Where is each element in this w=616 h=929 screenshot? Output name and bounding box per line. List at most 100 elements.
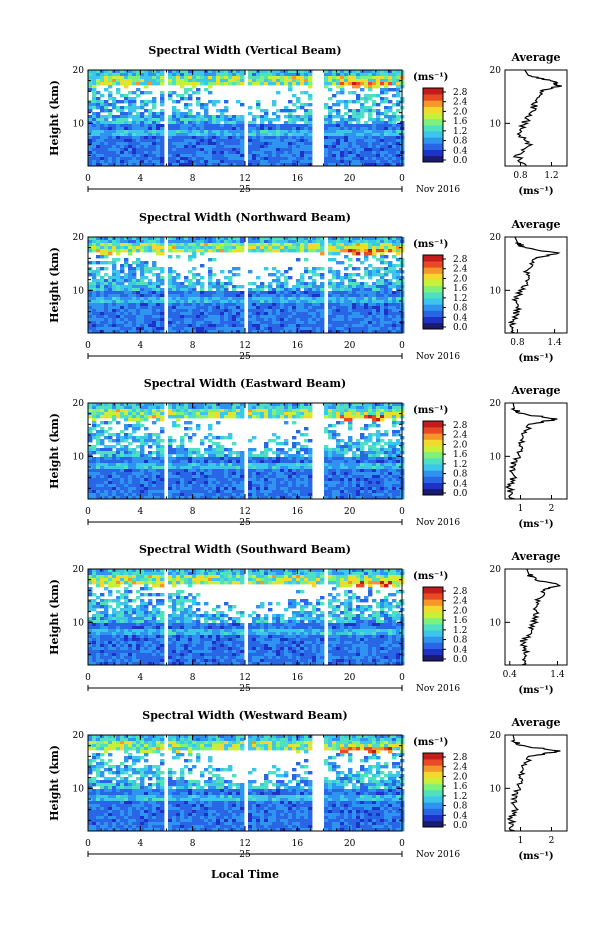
heatmap-cell: [384, 330, 389, 334]
heatmap-cell: [224, 142, 229, 146]
heatmap-cell: [296, 324, 301, 328]
colorbar-tick-label: 2.0: [453, 274, 468, 284]
heatmap-cell: [208, 118, 213, 122]
heatmap-cell: [128, 330, 133, 334]
heatmap-cell: [252, 76, 257, 80]
heatmap-cell: [128, 318, 133, 322]
heatmap-cell: [380, 312, 385, 316]
heatmap-cell: [368, 252, 373, 256]
heatmap-cell: [328, 409, 333, 413]
heatmap-cell: [108, 124, 113, 128]
heatmap-cell: [392, 151, 397, 155]
heatmap-cell: [188, 112, 193, 116]
heatmap-cell: [124, 321, 129, 325]
heatmap-cell: [252, 315, 257, 319]
heatmap-cell: [196, 300, 201, 304]
heatmap-cell: [124, 70, 129, 74]
heatmap-cell: [308, 448, 313, 452]
heatmap-cell: [136, 318, 141, 322]
heatmap-cell: [344, 418, 349, 422]
colorbar-tick-label: 2.4: [453, 265, 468, 275]
heatmap-cell: [364, 157, 369, 161]
heatmap-cell: [124, 160, 129, 164]
heatmap-cell: [88, 448, 93, 452]
heatmap-cell: [184, 309, 189, 313]
heatmap-cell: [208, 246, 213, 250]
heatmap-cell: [360, 163, 365, 167]
heatmap-cell: [256, 303, 261, 307]
heatmap-cell: [208, 154, 213, 158]
heatmap-cell: [184, 303, 189, 307]
heatmap-cell: [100, 261, 105, 265]
heatmap-cell: [376, 76, 381, 80]
heatmap-cell: [240, 142, 245, 146]
heatmap-cell: [396, 252, 401, 256]
heatmap-cell: [280, 327, 285, 331]
heatmap-cell: [280, 76, 285, 80]
heatmap-cell: [380, 433, 385, 437]
heatmap-cell: [196, 145, 201, 149]
heatmap-cell: [160, 457, 165, 461]
heatmap-cell: [272, 124, 277, 128]
heatmap-cell: [228, 154, 233, 158]
heatmap-cell: [320, 321, 325, 325]
heatmap-cell: [120, 79, 125, 83]
heatmap-cell: [260, 136, 265, 140]
heatmap-cell: [124, 300, 129, 304]
heatmap-cell: [272, 406, 277, 410]
heatmap-cell: [360, 454, 365, 458]
heatmap-cell: [96, 79, 101, 83]
heatmap-cell: [120, 100, 125, 104]
heatmap-cell: [108, 454, 113, 458]
panel-title: Spectral Width (Vertical Beam): [148, 44, 341, 57]
heatmap-cell: [132, 318, 137, 322]
heatmap-cell: [228, 157, 233, 161]
heatmap-cell: [376, 267, 381, 271]
heatmap-cell: [300, 246, 305, 250]
heatmap-cell: [356, 145, 361, 149]
heatmap-cell: [116, 288, 121, 292]
heatmap-cell: [116, 136, 121, 140]
heatmap-cell: [112, 303, 117, 307]
heatmap-cell: [92, 148, 97, 152]
avg-y-tick-label: 10: [490, 286, 502, 296]
heatmap-cell: [232, 249, 237, 253]
heatmap-cell: [236, 154, 241, 158]
heatmap-cell: [368, 321, 373, 325]
heatmap-cell: [376, 303, 381, 307]
heatmap-cell: [364, 297, 369, 301]
heatmap-cell: [380, 306, 385, 310]
heatmap-cell: [312, 237, 317, 241]
heatmap-cell: [360, 261, 365, 265]
heatmap-cell: [220, 312, 225, 316]
heatmap-cell: [216, 249, 221, 253]
heatmap-cell: [228, 312, 233, 316]
heatmap-cell: [136, 279, 141, 283]
heatmap-cell: [328, 88, 333, 92]
heatmap-cell: [352, 249, 357, 253]
colorbar-tick-label: 0.0: [453, 156, 468, 166]
heatmap-cell: [368, 157, 373, 161]
heatmap-cell: [92, 163, 97, 167]
heatmap-cell: [268, 243, 273, 247]
heatmap-cell: [272, 118, 277, 122]
heatmap-cell: [92, 330, 97, 334]
heatmap-cell: [216, 70, 221, 74]
heatmap-cell: [312, 270, 317, 274]
heatmap-cell: [356, 109, 361, 113]
heatmap-cell: [132, 424, 137, 428]
heatmap-cell: [92, 124, 97, 128]
heatmap-cell: [344, 448, 349, 452]
heatmap-cell: [88, 439, 93, 443]
heatmap-cell: [96, 255, 101, 259]
heatmap-cell: [236, 330, 241, 334]
heatmap-cell: [312, 294, 317, 298]
heatmap-cell: [108, 115, 113, 119]
heatmap-cell: [292, 124, 297, 128]
heatmap-cell: [372, 300, 377, 304]
heatmap-cell: [304, 324, 309, 328]
heatmap-cell: [256, 157, 261, 161]
heatmap-cell: [128, 270, 133, 274]
heatmap-cell: [156, 136, 161, 140]
heatmap-cell: [152, 261, 157, 265]
